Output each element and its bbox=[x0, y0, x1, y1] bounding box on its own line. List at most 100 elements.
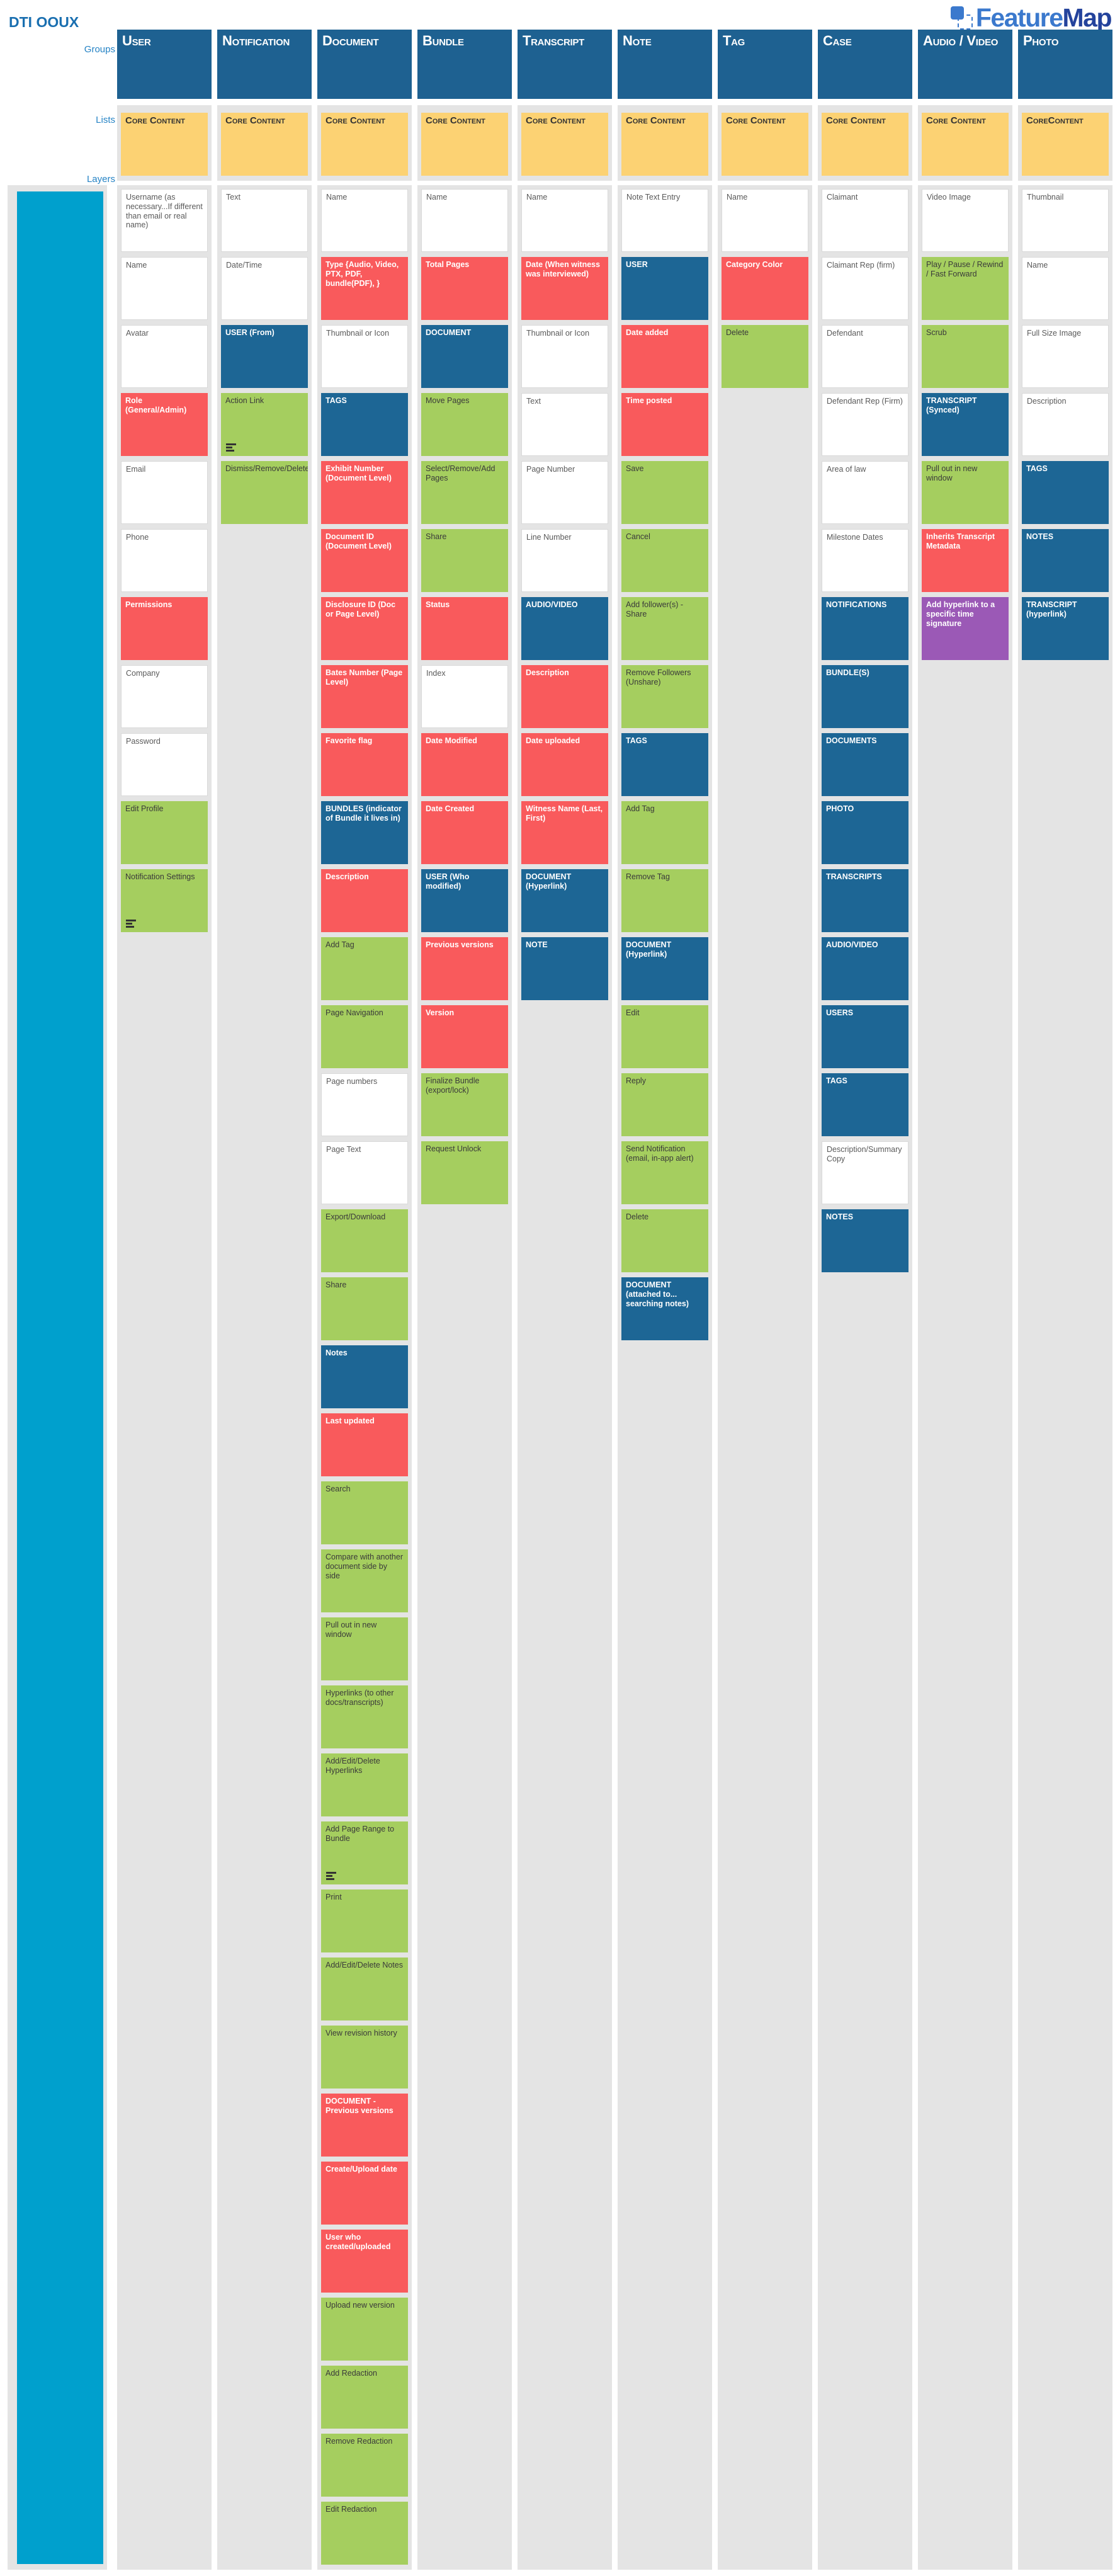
card-request-unlock[interactable]: Request Unlock bbox=[421, 1141, 508, 1204]
card-hyperlinks-to-other-docs-transcripts[interactable]: Hyperlinks (to other docs/transcripts) bbox=[321, 1685, 408, 1748]
card-share[interactable]: Share bbox=[321, 1277, 408, 1340]
card-scrub[interactable]: Scrub bbox=[922, 325, 1009, 388]
card-date-time[interactable]: Date/Time bbox=[221, 257, 308, 320]
card-inherits-transcript-metadata[interactable]: Inherits Transcript Metadata bbox=[922, 529, 1009, 592]
layer-bar[interactable] bbox=[17, 191, 103, 2564]
list-card-core-content[interactable]: CoreContent bbox=[1022, 113, 1109, 176]
card-pull-out-in-new-window[interactable]: Pull out in new window bbox=[922, 461, 1009, 524]
list-card-core-content[interactable]: Core Content bbox=[221, 113, 308, 176]
list-card-core-content[interactable]: Core Content bbox=[621, 113, 708, 176]
card-delete[interactable]: Delete bbox=[621, 1209, 708, 1272]
card-search[interactable]: Search bbox=[321, 1481, 408, 1544]
list-card-core-content[interactable]: Core Content bbox=[121, 113, 208, 176]
card-email[interactable]: Email bbox=[121, 461, 208, 524]
card-documents[interactable]: DOCUMENTS bbox=[822, 733, 908, 796]
card-page-number[interactable]: Page Number bbox=[521, 461, 608, 524]
card-permissions[interactable]: Permissions bbox=[121, 597, 208, 660]
card-date-when-witness-was-interviewed[interactable]: Date (When witness was interviewed) bbox=[521, 257, 608, 320]
card-add-tag[interactable]: Add Tag bbox=[621, 801, 708, 864]
card-claimant-rep-firm[interactable]: Claimant Rep (firm) bbox=[822, 257, 908, 320]
card-description-summary-copy[interactable]: Description/Summary Copy bbox=[822, 1141, 908, 1204]
card-add-edit-delete-notes[interactable]: Add/Edit/Delete Notes bbox=[321, 1958, 408, 2020]
card-date-created[interactable]: Date Created bbox=[421, 801, 508, 864]
card-claimant[interactable]: Claimant bbox=[822, 189, 908, 252]
card-date-uploaded[interactable]: Date uploaded bbox=[521, 733, 608, 796]
card-view-revision-history[interactable]: View revision history bbox=[321, 2026, 408, 2089]
card-user-who-created-uploaded[interactable]: User who created/uploaded bbox=[321, 2230, 408, 2293]
card-description[interactable]: Description bbox=[1022, 393, 1109, 456]
card-create-upload-date[interactable]: Create/Upload date bbox=[321, 2162, 408, 2225]
list-card-core-content[interactable]: Core Content bbox=[521, 113, 608, 176]
card-share[interactable]: Share bbox=[421, 529, 508, 592]
card-transcript-synced[interactable]: TRANSCRIPT (Synced) bbox=[922, 393, 1009, 456]
card-description[interactable]: Description bbox=[321, 869, 408, 932]
card-date-modified[interactable]: Date Modified bbox=[421, 733, 508, 796]
list-card-core-content[interactable]: Core Content bbox=[922, 113, 1009, 176]
card-exhibit-number-document-level[interactable]: Exhibit Number (Document Level) bbox=[321, 461, 408, 524]
card-add-edit-delete-hyperlinks[interactable]: Add/Edit/Delete Hyperlinks bbox=[321, 1753, 408, 1816]
card-select-remove-add-pages[interactable]: Select/Remove/Add Pages bbox=[421, 461, 508, 524]
card-disclosure-id-doc-or-page-level[interactable]: Disclosure ID (Doc or Page Level) bbox=[321, 597, 408, 660]
card-thumbnail-or-icon[interactable]: Thumbnail or Icon bbox=[321, 325, 408, 388]
card-full-size-image[interactable]: Full Size Image bbox=[1022, 325, 1109, 388]
card-play-pause-rewind-fast-forward[interactable]: Play / Pause / Rewind / Fast Forward bbox=[922, 257, 1009, 320]
card-notification-settings[interactable]: Notification Settings bbox=[121, 869, 208, 932]
card-notifications[interactable]: NOTIFICATIONS bbox=[822, 597, 908, 660]
card-edit[interactable]: Edit bbox=[621, 1005, 708, 1068]
group-header-case[interactable]: Case bbox=[818, 30, 912, 99]
card-time-posted[interactable]: Time posted bbox=[621, 393, 708, 456]
card-text[interactable]: Text bbox=[521, 393, 608, 456]
card-previous-versions[interactable]: Previous versions bbox=[421, 937, 508, 1000]
card-export-download[interactable]: Export/Download bbox=[321, 1209, 408, 1272]
group-header-note[interactable]: Note bbox=[618, 30, 712, 99]
card-defendant-rep-firm[interactable]: Defendant Rep (Firm) bbox=[822, 393, 908, 456]
card-type-audio-video-ptx-pdf-bundle-pdf[interactable]: Type {Audio, Video, PTX, PDF, bundle(PDF… bbox=[321, 257, 408, 320]
card-document-hyperlink[interactable]: DOCUMENT (Hyperlink) bbox=[521, 869, 608, 932]
card-note-text-entry[interactable]: Note Text Entry bbox=[621, 189, 708, 252]
list-card-core-content[interactable]: Core Content bbox=[822, 113, 908, 176]
card-document-previous-versions[interactable]: DOCUMENT - Previous versions bbox=[321, 2094, 408, 2157]
card-avatar[interactable]: Avatar bbox=[121, 325, 208, 388]
card-witness-name-last-first[interactable]: Witness Name (Last, First) bbox=[521, 801, 608, 864]
card-add-page-range-to-bundle[interactable]: Add Page Range to Bundle bbox=[321, 1821, 408, 1884]
card-defendant[interactable]: Defendant bbox=[822, 325, 908, 388]
card-add-tag[interactable]: Add Tag bbox=[321, 937, 408, 1000]
card-password[interactable]: Password bbox=[121, 733, 208, 796]
card-photo[interactable]: PHOTO bbox=[822, 801, 908, 864]
card-area-of-law[interactable]: Area of law bbox=[822, 461, 908, 524]
map-title[interactable]: DTI OOUX bbox=[9, 14, 79, 30]
card-thumbnail-or-icon[interactable]: Thumbnail or Icon bbox=[521, 325, 608, 388]
group-header-document[interactable]: Document bbox=[317, 30, 412, 99]
card-remove-tag[interactable]: Remove Tag bbox=[621, 869, 708, 932]
card-tags[interactable]: TAGS bbox=[1022, 461, 1109, 524]
card-print[interactable]: Print bbox=[321, 1889, 408, 1952]
card-category-color[interactable]: Category Color bbox=[722, 257, 808, 320]
card-name[interactable]: Name bbox=[121, 257, 208, 320]
card-move-pages[interactable]: Move Pages bbox=[421, 393, 508, 456]
card-favorite-flag[interactable]: Favorite flag bbox=[321, 733, 408, 796]
card-name[interactable]: Name bbox=[421, 189, 508, 252]
card-user-from[interactable]: USER (From) bbox=[221, 325, 308, 388]
card-upload-new-version[interactable]: Upload new version bbox=[321, 2298, 408, 2361]
group-header-notification[interactable]: Notification bbox=[217, 30, 312, 99]
card-pull-out-in-new-window[interactable]: Pull out in new window bbox=[321, 1617, 408, 1680]
card-phone[interactable]: Phone bbox=[121, 529, 208, 592]
card-note[interactable]: NOTE bbox=[521, 937, 608, 1000]
card-bundles-indicator-of-bundle-it-lives-in[interactable]: BUNDLES (indicator of Bundle it lives in… bbox=[321, 801, 408, 864]
card-tags[interactable]: TAGS bbox=[621, 733, 708, 796]
card-edit-profile[interactable]: Edit Profile bbox=[121, 801, 208, 864]
card-action-link[interactable]: Action Link bbox=[221, 393, 308, 456]
card-username-as-necessary-if-different-than-email-or-real-name[interactable]: Username (as necessary...If different th… bbox=[121, 189, 208, 252]
card-compare-with-another-document-side-by-side[interactable]: Compare with another document side by si… bbox=[321, 1549, 408, 1612]
list-card-core-content[interactable]: Core Content bbox=[421, 113, 508, 176]
list-card-core-content[interactable]: Core Content bbox=[722, 113, 808, 176]
card-date-added[interactable]: Date added bbox=[621, 325, 708, 388]
card-total-pages[interactable]: Total Pages bbox=[421, 257, 508, 320]
list-card-core-content[interactable]: Core Content bbox=[321, 113, 408, 176]
card-dismiss-remove-delete[interactable]: Dismiss/Remove/Delete bbox=[221, 461, 308, 524]
card-add-follower-s-share[interactable]: Add follower(s) - Share bbox=[621, 597, 708, 660]
card-text[interactable]: Text bbox=[221, 189, 308, 252]
group-header-transcript[interactable]: Transcript bbox=[518, 30, 612, 99]
card-bundle-s[interactable]: BUNDLE(S) bbox=[822, 665, 908, 728]
card-tags[interactable]: TAGS bbox=[822, 1073, 908, 1136]
